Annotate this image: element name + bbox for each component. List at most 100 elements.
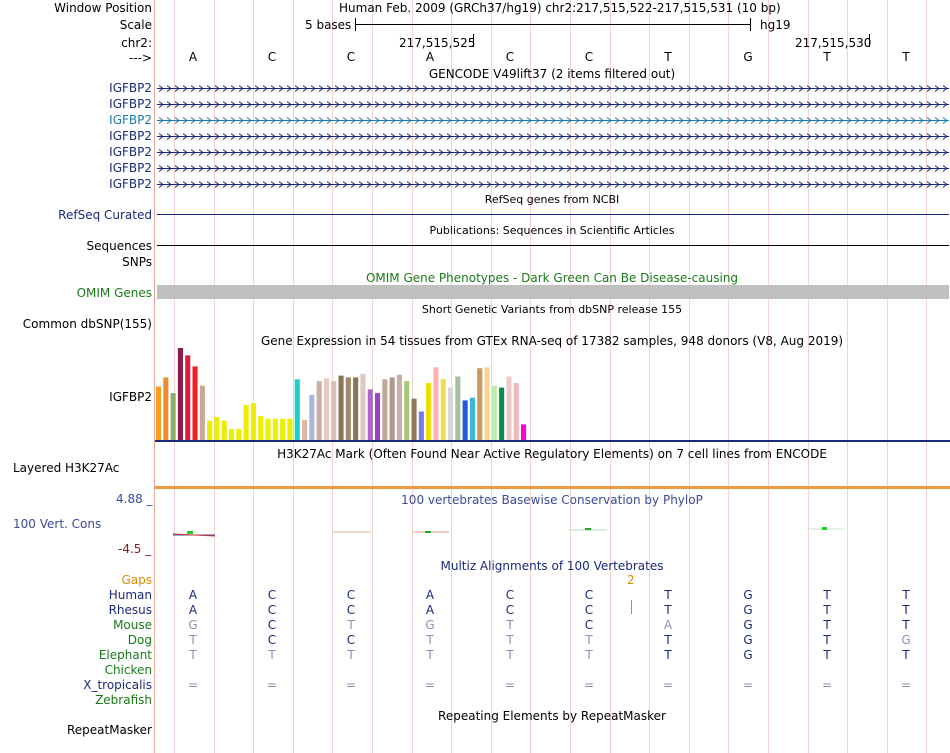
gtex-tissue-bar[interactable] [302, 419, 308, 440]
gtex-tissue-bar[interactable] [506, 376, 512, 441]
gtex-tissue-bar[interactable] [513, 383, 519, 440]
gtex-tissue-bar[interactable] [469, 397, 475, 440]
gencode-transcript[interactable] [157, 100, 949, 109]
gtex-tissue-bar[interactable] [163, 377, 169, 440]
refseq-label[interactable]: RefSeq Curated [58, 208, 152, 222]
gtex-tissue-bar[interactable] [448, 387, 454, 440]
gtex-tissue-bar[interactable] [375, 393, 381, 440]
gencode-transcript[interactable] [157, 84, 949, 93]
gtex-tissue-bar[interactable] [440, 379, 446, 440]
gencode-gene-label[interactable]: IGFBP2 [109, 81, 152, 95]
species-label[interactable]: Human [108, 588, 152, 602]
gtex-tissue-bar[interactable] [236, 429, 242, 440]
gtex-tissue-bar[interactable] [265, 418, 271, 440]
h3k27ac-label[interactable]: Layered H3K27Ac [13, 461, 120, 475]
gtex-tissue-bar[interactable] [462, 400, 468, 440]
conservation-title[interactable]: 100 vertebrates Basewise Conservation by… [401, 493, 703, 507]
gtex-tissue-bar[interactable] [250, 403, 256, 440]
gtex-tissue-bar[interactable] [389, 377, 395, 440]
gtex-tissue-bar[interactable] [287, 418, 293, 440]
gencode-gene-label[interactable]: IGFBP2 [109, 113, 152, 127]
snps-label[interactable]: SNPs [122, 255, 152, 269]
gtex-tissue-bar[interactable] [338, 375, 344, 440]
omim-title[interactable]: OMIM Gene Phenotypes - Dark Green Can Be… [365, 271, 739, 285]
gtex-tissue-bar[interactable] [353, 377, 359, 440]
gtex-tissue-bar[interactable] [221, 420, 227, 440]
gtex-tissue-bar[interactable] [477, 368, 483, 440]
gtex-tissue-bar[interactable] [156, 386, 162, 440]
gencode-title[interactable]: GENCODE V49lift37 (2 items filtered out) [428, 67, 676, 81]
sequences-label[interactable]: Sequences [86, 239, 152, 253]
gencode-transcript[interactable] [157, 164, 949, 173]
gtex-tissue-bar[interactable] [396, 374, 402, 440]
repeatmasker-title[interactable]: Repeating Elements by RepeatMasker [438, 709, 666, 723]
gtex-tissue-bar[interactable] [294, 379, 300, 440]
gencode-gene-label[interactable]: IGFBP2 [109, 161, 152, 175]
h3k27ac-title[interactable]: H3K27Ac Mark (Often Found Near Active Re… [277, 447, 827, 461]
gtex-tissue-bar[interactable] [192, 366, 198, 440]
gtex-tissue-bar[interactable] [258, 416, 264, 440]
species-label[interactable]: X_tropicalis [83, 678, 152, 692]
sequences-line[interactable] [157, 245, 949, 246]
gtex-tissue-bar[interactable] [433, 367, 439, 440]
gtex-tissue-bar[interactable] [367, 389, 373, 440]
gencode-gene-label[interactable]: IGFBP2 [109, 97, 152, 111]
omim-label[interactable]: OMIM Genes [76, 286, 152, 300]
conservation-plot[interactable] [155, 520, 950, 545]
gtex-tissue-bar[interactable] [323, 378, 329, 440]
refseq-title[interactable]: RefSeq genes from NCBI [484, 193, 620, 206]
gtex-tissue-bar[interactable] [316, 381, 322, 440]
gtex-tissue-bar[interactable] [455, 376, 461, 441]
gencode-transcript[interactable] [157, 116, 949, 125]
species-label[interactable]: Zebrafish [95, 693, 152, 707]
gencode-transcript[interactable] [157, 180, 949, 189]
gtex-tissue-bar[interactable] [331, 381, 337, 440]
repeatmasker-label[interactable]: RepeatMasker [66, 723, 152, 737]
gtex-title[interactable]: Gene Expression in 54 tissues from GTEx … [260, 334, 844, 348]
gtex-tissue-bar[interactable] [177, 348, 183, 440]
gencode-gene-label[interactable]: IGFBP2 [109, 177, 152, 191]
gtex-tissue-bar[interactable] [207, 420, 213, 440]
gtex-bar-chart[interactable] [155, 347, 950, 443]
gtex-tissue-bar[interactable] [499, 387, 505, 440]
gtex-tissue-bar[interactable] [404, 381, 410, 440]
gtex-tissue-bar[interactable] [345, 377, 351, 440]
dbsnp-label[interactable]: Common dbSNP(155) [22, 317, 152, 331]
publications-title[interactable]: Publications: Sequences in Scientific Ar… [429, 224, 675, 237]
gtex-tissue-bar[interactable] [418, 411, 424, 441]
gtex-tissue-bar[interactable] [426, 383, 432, 440]
gtex-tissue-bar[interactable] [243, 405, 249, 440]
gtex-tissue-bar[interactable] [280, 418, 286, 440]
omim-bar[interactable] [157, 285, 949, 299]
gencode-transcript[interactable] [157, 148, 949, 157]
gtex-tissue-bar[interactable] [199, 385, 205, 440]
species-label[interactable]: Chicken [104, 663, 152, 677]
gencode-gene-label[interactable]: IGFBP2 [109, 129, 152, 143]
gtex-tissue-bar[interactable] [170, 393, 176, 440]
gtex-tissue-bar[interactable] [382, 379, 388, 440]
species-label[interactable]: Dog [127, 633, 152, 647]
gtex-tissue-bar[interactable] [360, 373, 366, 440]
gtex-tissue-bar[interactable] [309, 394, 315, 440]
species-label[interactable]: Elephant [98, 648, 152, 662]
species-label[interactable]: Mouse [113, 618, 152, 632]
gtex-tissue-bar[interactable] [229, 429, 235, 440]
multiz-title[interactable]: Multiz Alignments of 100 Vertebrates [440, 559, 664, 573]
gtex-tissue-bar[interactable] [185, 355, 191, 440]
gtex-gene-label[interactable]: IGFBP2 [109, 390, 152, 404]
gtex-tissue-bar[interactable] [484, 367, 490, 440]
gencode-gene-label[interactable]: IGFBP2 [109, 145, 152, 159]
gtex-tissue-bar[interactable] [272, 418, 278, 440]
aligned-base: = [345, 678, 357, 692]
refseq-line[interactable] [157, 214, 949, 215]
dbsnp-title[interactable]: Short Genetic Variants from dbSNP releas… [421, 303, 683, 316]
window-position-value[interactable]: Human Feb. 2009 (GRCh37/hg19) chr2:217,5… [339, 1, 781, 15]
gencode-transcript[interactable] [157, 132, 949, 141]
gtex-tissue-bar[interactable] [214, 417, 220, 440]
conservation-label[interactable]: 100 Vert. Cons [13, 517, 102, 531]
species-label[interactable]: Rhesus [108, 603, 152, 617]
gtex-tissue-bar[interactable] [491, 385, 497, 440]
gtex-tissue-bar[interactable] [521, 424, 527, 440]
gtex-tissue-bar[interactable] [411, 398, 417, 440]
gaps-label[interactable]: Gaps [121, 573, 152, 587]
